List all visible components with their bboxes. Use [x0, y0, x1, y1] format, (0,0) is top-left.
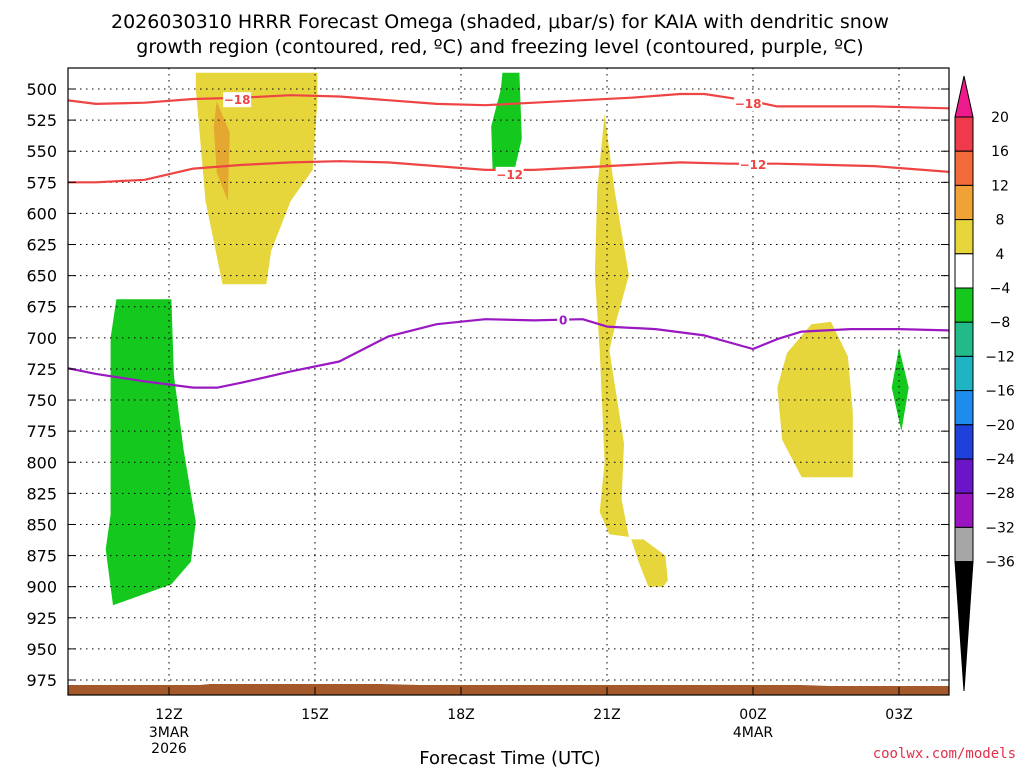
colorbar-swatch-11	[954, 492, 974, 528]
colorbar-label-2: 12	[991, 178, 1009, 194]
colorbar-swatch-10	[954, 458, 974, 494]
colorbar-label-12: −32	[985, 520, 1015, 536]
dgz-minus-18-label-bg-1	[734, 95, 763, 111]
omega-pos-4-c	[631, 539, 668, 587]
y-tick-label-675: 675	[26, 298, 57, 317]
omega-pos-4-a	[195, 72, 318, 285]
dgz-minus-12-label-bg-1	[739, 156, 767, 172]
colorbar-swatch-5	[954, 287, 974, 323]
colorbar-label-1: 16	[991, 144, 1009, 160]
y-tick-label-600: 600	[26, 204, 57, 223]
x-tick-label-12Z: 12Z	[155, 707, 182, 723]
x-tick-label-15Z: 15Z	[301, 707, 328, 723]
colorbar-swatch-3	[954, 219, 974, 255]
colorbar-swatch-0	[954, 116, 974, 152]
colorbar-swatch-9	[954, 424, 974, 460]
y-tick-label-950: 950	[26, 640, 57, 659]
dgz-minus-12-label-0: −12	[496, 168, 523, 182]
colorbar-label-4: 4	[996, 247, 1005, 263]
colorbar-swatch-7	[954, 355, 974, 392]
dgz-minus-12-label-bg-0	[495, 166, 524, 182]
y-tick-label-900: 900	[26, 578, 57, 597]
colorbar-bottom-arrow	[954, 561, 974, 692]
colorbar-swatch-2	[954, 184, 974, 221]
y-tick-label-650: 650	[26, 267, 57, 286]
colorbar-swatch-12	[954, 526, 974, 563]
x-tick-sublabel-12Z-0: 3MAR	[149, 725, 190, 741]
x-axis-title: Forecast Time (UTC)	[419, 748, 600, 768]
colorbar-label-8: −16	[985, 384, 1015, 400]
ground-terrain	[68, 684, 949, 695]
freezing-level-0-label-0: 0	[559, 313, 567, 327]
y-tick-label-575: 575	[26, 173, 57, 192]
dgz-minus-18-label-0: −18	[224, 93, 251, 107]
contour-layer: −18 −18 −12 −12 0	[68, 92, 949, 389]
omega-neg-4-c	[891, 347, 909, 432]
dgz-minus-18-line	[68, 92, 949, 110]
omega-neg-4-a	[105, 299, 196, 606]
dotted-grid	[68, 68, 949, 695]
x-tick-label-03Z: 03Z	[885, 707, 912, 723]
omega-shading-layer	[105, 72, 909, 606]
y-tick-label-800: 800	[26, 453, 57, 472]
colorbar-label-7: −12	[985, 349, 1015, 365]
chart-title-line-1: 2026030310 HRRR Forecast Omega (shaded, …	[111, 11, 889, 33]
colorbar-label-3: 8	[996, 213, 1005, 229]
omega-neg-4-b	[491, 72, 522, 170]
colorbar-swatch-4	[954, 253, 974, 289]
colorbar-label-0: 20	[991, 110, 1009, 126]
x-tick-label-21Z: 21Z	[593, 707, 620, 723]
y-tick-label-925: 925	[26, 609, 57, 628]
y-tick-label-975: 975	[26, 671, 57, 690]
colorbar-swatch-1	[954, 150, 974, 186]
y-tick-label-500: 500	[26, 80, 57, 99]
y-tick-label-875: 875	[26, 547, 57, 566]
y-tick-label-725: 725	[26, 360, 57, 379]
dgz-minus-18-label-1: −18	[735, 97, 762, 111]
x-tick-label-00Z: 00Z	[739, 707, 766, 723]
x-tick-sublabel-12Z-1: 2026	[151, 741, 187, 757]
freezing-level-0-line	[68, 318, 949, 389]
colorbar-label-9: −20	[985, 418, 1015, 434]
x-tick-sublabel-00Z-0: 4MAR	[733, 725, 774, 741]
y-tick-label-625: 625	[26, 236, 57, 255]
freezing-level-0-label-bg-0	[557, 312, 570, 328]
plot-frame	[67, 67, 950, 696]
pressure-axis: 500 525 550 575 600 625 650 675 700 725 750 775 800 8…	[26, 80, 949, 690]
colorbar-label-5: −4	[990, 281, 1011, 297]
omega-pos-4-d	[777, 321, 853, 478]
dgz-minus-12-label-1: −12	[740, 158, 767, 172]
colorbar-swatch-6	[954, 321, 974, 357]
site-credit[interactable]: coolwx.com/models	[873, 746, 1016, 762]
dgz-minus-18-label-bg-0	[223, 92, 252, 108]
y-tick-label-525: 525	[26, 111, 57, 130]
y-tick-label-775: 775	[26, 422, 57, 441]
ground-layer	[68, 684, 949, 695]
colorbar-label-6: −8	[990, 315, 1011, 331]
y-tick-label-700: 700	[26, 329, 57, 348]
colorbar-swatch-8	[954, 390, 974, 426]
colorbar-label-10: −24	[985, 452, 1015, 468]
colorbar-label-11: −28	[985, 486, 1015, 502]
colorbar: 20 16 12 8 4 −4 −8 −12 −16 −20 −24 −28 −32 −36	[954, 75, 1015, 692]
chart-title-line-2: growth region (contoured, red, ºC) and f…	[136, 36, 863, 58]
y-tick-label-750: 750	[26, 391, 57, 410]
colorbar-label-13: −36	[985, 555, 1015, 571]
y-tick-label-550: 550	[26, 142, 57, 161]
colorbar-top-arrow	[954, 75, 974, 118]
y-tick-label-850: 850	[26, 515, 57, 534]
omega-pos-8	[213, 101, 230, 201]
x-tick-label-18Z: 18Z	[447, 707, 474, 723]
y-tick-label-825: 825	[26, 484, 57, 503]
